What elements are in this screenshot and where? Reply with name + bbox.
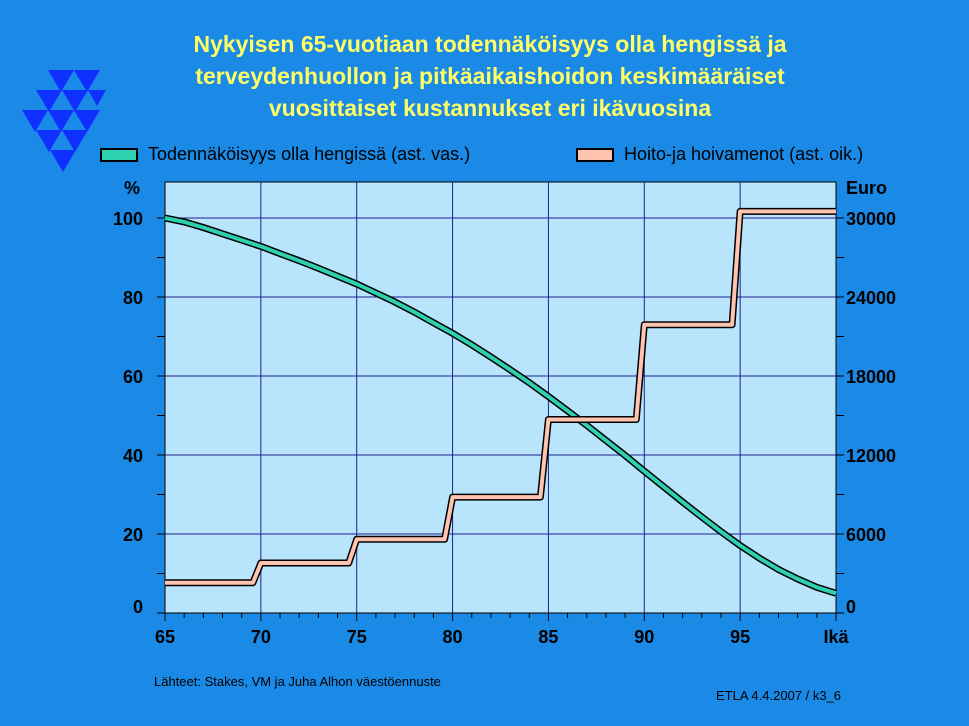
cost-line xyxy=(165,209,836,585)
y-left-tick-label: 20 xyxy=(123,525,143,545)
y-right-tick-label: 12000 xyxy=(846,446,896,466)
x-tick-label: Ikä xyxy=(823,627,849,647)
x-tick-label: 75 xyxy=(347,627,367,647)
source-note: Lähteet: Stakes, VM ja Juha Alhon väestö… xyxy=(154,674,441,689)
x-tick-label: 80 xyxy=(443,627,463,647)
legend-item-survival: Todennäköisyys olla hengissä (ast. vas.) xyxy=(100,144,470,165)
y-left-tick-label: 80 xyxy=(123,288,143,308)
y-right-tick-label: 0 xyxy=(846,597,856,617)
legend-label-survival: Todennäköisyys olla hengissä (ast. vas.) xyxy=(148,144,471,164)
x-tick-label: 95 xyxy=(730,627,750,647)
y-right-tick-label: 30000 xyxy=(846,209,896,229)
survival-line xyxy=(164,216,837,596)
y-right-tick-label: 6000 xyxy=(846,525,886,545)
y-left-tick-label: 0 xyxy=(133,597,143,617)
title-line-2: terveydenhuollon ja pitkäaikaishoidon ke… xyxy=(195,63,785,89)
etla-logo-icon xyxy=(22,70,106,172)
legend-item-costs: Hoito-ja hoivamenot (ast. oik.) xyxy=(576,144,863,165)
x-tick-label: 85 xyxy=(538,627,558,647)
y-right-tick-label: 18000 xyxy=(846,367,896,387)
left-axis-unit: % xyxy=(124,178,141,198)
legend-swatch-costs xyxy=(576,147,614,162)
chart-title: Nykyisen 65-vuotiaan todennäköisyys olla… xyxy=(110,28,870,124)
legend: Todennäköisyys olla hengissä (ast. vas.)… xyxy=(100,144,940,170)
x-tick-label: 90 xyxy=(634,627,654,647)
legend-swatch-survival xyxy=(100,147,138,162)
x-tick-label: 65 xyxy=(155,627,175,647)
legend-label-costs: Hoito-ja hoivamenot (ast. oik.) xyxy=(624,144,864,164)
y-left-tick-label: 40 xyxy=(123,446,143,466)
title-line-1: Nykyisen 65-vuotiaan todennäköisyys olla… xyxy=(193,31,787,57)
y-right-tick-label: 24000 xyxy=(846,288,896,308)
footer-label: ETLA 4.4.2007 / k3_6 xyxy=(716,688,842,703)
y-left-tick-label: 60 xyxy=(123,367,143,387)
y-left-tick-label: 100 xyxy=(113,209,143,229)
x-tick-label: 70 xyxy=(251,627,271,647)
title-line-3: vuosittaiset kustannukset eri ikävuosina xyxy=(268,95,712,121)
right-axis-unit: Euro xyxy=(846,178,888,198)
